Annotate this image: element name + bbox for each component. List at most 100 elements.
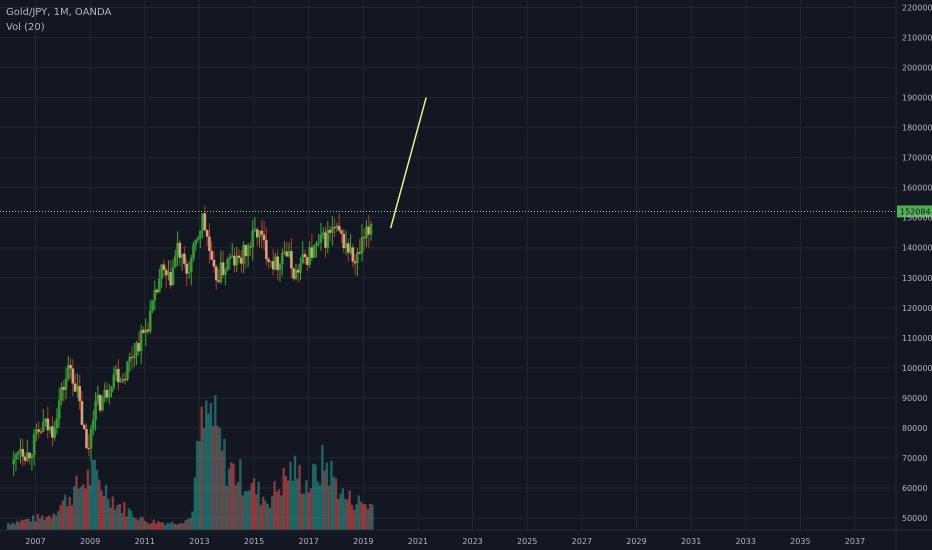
candle-body [337,225,341,231]
candle-body [107,392,111,398]
candle-body [326,229,330,248]
volume-bar [323,470,326,530]
volume-bar [241,495,244,530]
candle-body [44,418,47,423]
volume-bar [307,492,310,530]
candle-body [135,343,138,356]
candle-body [228,256,232,260]
y-tick-label: 120000 [902,304,932,313]
candle-body [321,232,325,235]
volume-bar [316,481,319,530]
candle-body [287,251,291,257]
symbol-title[interactable]: Gold/JPY, 1M, OANDA [6,7,112,18]
candle-body [178,242,182,258]
volume-bar [286,480,290,530]
candle-body [28,452,31,459]
candle-body [82,424,86,430]
volume-bar [198,441,201,530]
candle-body [69,364,72,369]
candle-body [224,269,227,275]
volume-indicator-label[interactable]: Vol (20) [6,22,45,33]
candle-body [121,378,125,382]
volume-bar [248,490,251,530]
candle-body [64,378,68,390]
volume-bar [205,400,208,530]
candle-body [192,244,195,259]
volume-bar [134,518,137,530]
volume-bar [220,450,224,530]
volume-bar [298,464,301,530]
x-axis[interactable]: 2007 2009 2011 2013 2015 2017 2019 2021 2023 2025… [0,529,932,550]
candle-body [176,242,179,256]
candle-body [133,355,136,358]
candle-body [37,429,40,432]
candle-body [180,253,184,258]
candle-body [203,213,207,231]
candle-body [235,255,239,266]
candle-body [319,234,323,243]
volume-bar [11,522,14,530]
chart-legend: Gold/JPY, 1M, OANDA Vol (20) [6,5,111,35]
candle-body [265,240,268,260]
volume-bar [164,525,167,530]
candle-body [51,426,54,438]
volume-bar [259,504,263,530]
candle-body [112,374,116,388]
volume-bar [318,484,322,530]
volume-bar [257,481,260,530]
candle-body [244,244,248,257]
candle-body [267,259,270,262]
volume-bar [350,504,354,530]
y-tick-label: 130000 [902,274,932,283]
candle-body [21,449,25,457]
candle-body [128,357,132,362]
candle-body [169,272,173,286]
candle-body [196,237,200,240]
volume-bar [282,467,285,530]
volume-bar [334,478,338,530]
candle-body [148,310,152,332]
candle-body [101,398,104,411]
candle-body [126,361,129,380]
y-tick-label: 100000 [902,364,932,373]
volume-bar [291,481,294,530]
volume-bar [50,517,53,530]
volume-bar [239,459,242,530]
volume-bar [73,486,76,530]
volume-bar [34,521,37,530]
candle-body [360,237,364,254]
candle-body [105,389,109,398]
candle-body [96,394,100,402]
candle-body [137,343,141,352]
volume-bar [104,484,108,530]
y-axis[interactable]: 50000 60000 70000 80000 90000 100000 110000 120… [895,0,932,550]
volume-bar [214,395,217,530]
candle-body [80,401,84,425]
candle-body [158,278,161,293]
volume-bar [143,520,146,530]
volume-bar [314,464,317,530]
x-tick-label: 2007 [25,537,45,546]
volume-bar [273,481,276,530]
volume-bar [218,428,222,530]
candle-body [76,386,79,392]
volume-bar [61,500,65,530]
volume-bar [59,505,62,530]
candle-body [367,226,371,235]
volume-bar [321,444,324,530]
candle-body [73,383,77,392]
volume-bar [116,504,119,530]
volume-bar [136,520,140,530]
candle-body [16,451,20,455]
candle-body [230,255,234,257]
volume-bar [337,499,340,530]
candle-body [369,223,373,235]
candle-body [66,364,70,379]
candle-body [12,459,15,464]
volume-bar [173,523,176,530]
candle-body [237,255,241,258]
candle-body [39,431,43,433]
volume-bar [261,496,265,530]
candle-body [214,266,218,281]
